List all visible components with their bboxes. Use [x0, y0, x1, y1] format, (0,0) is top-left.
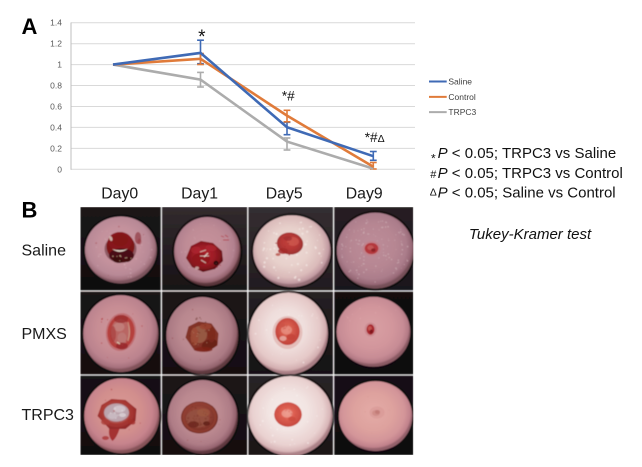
svg-text:*: * [431, 151, 436, 165]
svg-text:A: A [22, 14, 38, 39]
svg-text:Saline: Saline [22, 243, 67, 260]
svg-text:0.6: 0.6 [50, 102, 62, 112]
svg-text:Control: Control [448, 92, 476, 102]
svg-text:0.2: 0.2 [50, 143, 62, 153]
svg-text:0.4: 0.4 [50, 122, 62, 132]
svg-text:Day0: Day0 [101, 186, 138, 203]
svg-text:Δ: Δ [430, 186, 437, 198]
svg-text:Day5: Day5 [266, 186, 303, 203]
svg-text:0: 0 [57, 164, 62, 174]
svg-text:*#Δ: *#Δ [365, 130, 385, 145]
svg-text:P < 0.05; TRPC3 vs Control: P < 0.05; TRPC3 vs Control [438, 165, 623, 182]
svg-text:#: # [430, 169, 437, 181]
svg-text:P < 0.05; TRPC3 vs Saline: P < 0.05; TRPC3 vs Saline [438, 145, 617, 162]
svg-text:1.4: 1.4 [50, 18, 62, 28]
svg-text:Saline: Saline [448, 77, 472, 87]
svg-text:*#: *# [282, 89, 295, 104]
svg-text:Day9: Day9 [346, 186, 383, 203]
svg-text:PMXS: PMXS [22, 326, 67, 343]
svg-text:1.2: 1.2 [50, 39, 62, 49]
svg-text:Tukey-Kramer test: Tukey-Kramer test [469, 226, 592, 243]
svg-text:0.8: 0.8 [50, 81, 62, 91]
svg-text:*: * [198, 27, 206, 48]
svg-text:TRPC3: TRPC3 [22, 407, 75, 424]
svg-text:P < 0.05; Saline vs Control: P < 0.05; Saline vs Control [438, 185, 616, 202]
svg-text:TRPC3: TRPC3 [448, 107, 476, 117]
svg-text:Day1: Day1 [181, 186, 218, 203]
svg-text:B: B [22, 198, 38, 223]
svg-text:1: 1 [57, 60, 62, 70]
